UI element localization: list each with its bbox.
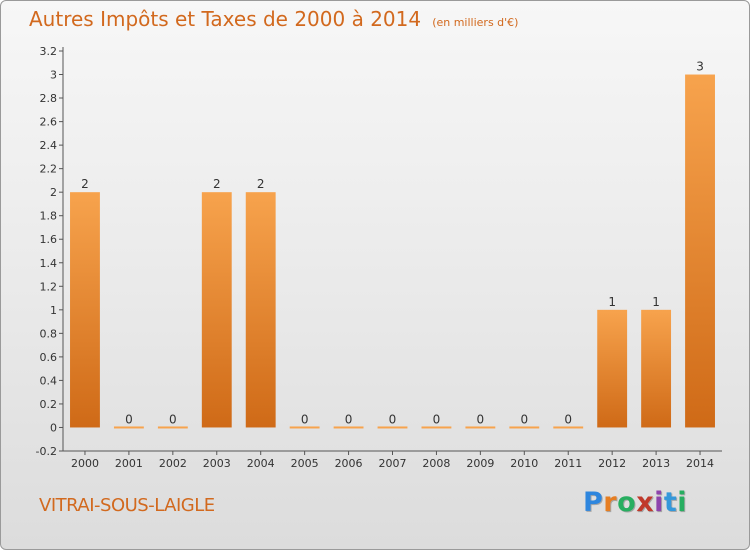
y-tick-label: 1.4 xyxy=(40,257,58,270)
y-tick-label: 2.4 xyxy=(40,139,58,152)
bar xyxy=(289,426,320,429)
bar-value-label: 0 xyxy=(301,412,309,426)
bar-value-label: 2 xyxy=(81,177,89,191)
x-tick-label: 2010 xyxy=(510,457,538,470)
y-tick-label: 3.2 xyxy=(40,45,58,58)
x-tick-label: 2003 xyxy=(203,457,231,470)
chart-title: Autres Impôts et Taxes de 2000 à 2014 xyxy=(29,7,422,31)
commune-name: VITRAI-SOUS-LAIGLE xyxy=(39,495,215,516)
bar-value-label: 0 xyxy=(345,412,353,426)
x-tick-label: 2011 xyxy=(554,457,582,470)
bar-value-label: 0 xyxy=(520,412,528,426)
logo-letter: P xyxy=(583,487,604,518)
x-tick-label: 2007 xyxy=(379,457,407,470)
bar-value-label: 0 xyxy=(433,412,441,426)
logo-letter: i xyxy=(677,487,688,518)
y-tick-label: 2.2 xyxy=(40,163,58,176)
y-tick-label: -0.2 xyxy=(36,445,57,458)
logo-letter: o xyxy=(617,487,637,518)
bar xyxy=(685,74,715,428)
x-tick-label: 2000 xyxy=(71,457,99,470)
bar-value-label: 0 xyxy=(389,412,397,426)
y-tick-label: 1 xyxy=(50,304,57,317)
y-tick-label: 3 xyxy=(50,69,57,82)
bar-value-label: 0 xyxy=(564,412,572,426)
x-tick-label: 2012 xyxy=(598,457,626,470)
x-tick-label: 2013 xyxy=(642,457,670,470)
y-tick-label: 1.2 xyxy=(40,280,58,293)
y-tick-label: 2.6 xyxy=(40,116,58,129)
proxiti-logo[interactable]: Proxiti xyxy=(583,487,687,518)
bar-value-label: 2 xyxy=(257,177,265,191)
bar xyxy=(465,426,496,429)
logo-letter: r xyxy=(603,487,618,518)
bar xyxy=(597,309,628,428)
y-tick-label: 2 xyxy=(50,186,57,199)
bar xyxy=(509,426,540,429)
bar xyxy=(245,192,276,428)
bar xyxy=(113,426,144,429)
bar xyxy=(421,426,452,429)
bar-value-label: 3 xyxy=(696,60,704,74)
chart-title-block: Autres Impôts et Taxes de 2000 à 2014 (e… xyxy=(29,7,518,31)
bar xyxy=(70,192,100,428)
y-tick-label: 1.8 xyxy=(40,210,58,223)
bar xyxy=(553,426,584,429)
bar xyxy=(377,426,408,429)
y-tick-label: 0 xyxy=(50,421,57,434)
x-tick-label: 2008 xyxy=(422,457,450,470)
bar xyxy=(157,426,188,429)
y-tick-label: 2.8 xyxy=(40,92,58,105)
bar xyxy=(201,192,232,428)
x-tick-label: 2002 xyxy=(159,457,187,470)
y-tick-label: 0.2 xyxy=(40,398,58,411)
logo-letter: x xyxy=(636,487,655,518)
x-tick-label: 2014 xyxy=(686,457,714,470)
chart-unit: (en milliers d'€) xyxy=(432,16,519,29)
y-tick-label: 0.8 xyxy=(40,327,58,340)
bar-value-label: 0 xyxy=(169,412,177,426)
logo-letter: i xyxy=(654,487,664,518)
bar-value-label: 0 xyxy=(477,412,485,426)
x-tick-label: 2009 xyxy=(466,457,494,470)
logo-letter: t xyxy=(663,487,678,518)
y-tick-label: 1.6 xyxy=(40,233,58,246)
x-tick-label: 2006 xyxy=(335,457,363,470)
bar-value-label: 1 xyxy=(652,295,660,309)
y-tick-label: 0.6 xyxy=(40,351,58,364)
bar-value-label: 1 xyxy=(608,295,616,309)
x-tick-label: 2004 xyxy=(247,457,275,470)
x-tick-label: 2005 xyxy=(291,457,319,470)
bar-value-label: 2 xyxy=(213,177,221,191)
bar-value-label: 0 xyxy=(125,412,133,426)
bar xyxy=(333,426,364,429)
y-tick-label: 0.4 xyxy=(40,374,58,387)
bar xyxy=(641,309,672,428)
x-tick-label: 2001 xyxy=(115,457,143,470)
